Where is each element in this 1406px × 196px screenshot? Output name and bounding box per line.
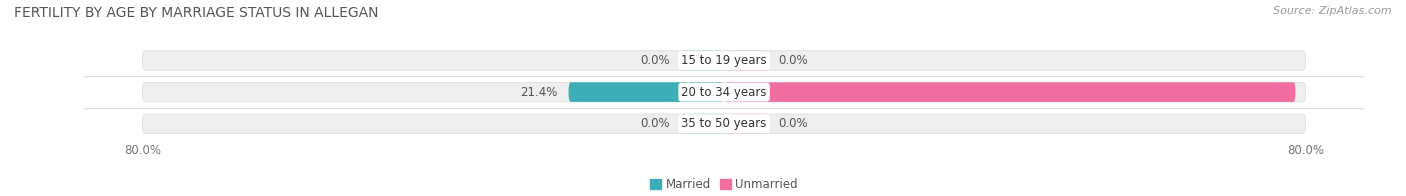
- FancyBboxPatch shape: [142, 114, 1306, 133]
- FancyBboxPatch shape: [681, 114, 724, 133]
- Text: 0.0%: 0.0%: [640, 117, 669, 130]
- FancyBboxPatch shape: [724, 51, 768, 70]
- Text: 15 to 19 years: 15 to 19 years: [682, 54, 766, 67]
- FancyBboxPatch shape: [142, 82, 1306, 102]
- Text: Source: ZipAtlas.com: Source: ZipAtlas.com: [1274, 6, 1392, 16]
- Text: FERTILITY BY AGE BY MARRIAGE STATUS IN ALLEGAN: FERTILITY BY AGE BY MARRIAGE STATUS IN A…: [14, 6, 378, 20]
- Text: 0.0%: 0.0%: [779, 117, 808, 130]
- FancyBboxPatch shape: [724, 114, 768, 133]
- FancyBboxPatch shape: [568, 82, 724, 102]
- Text: 78.6%: 78.6%: [1306, 86, 1347, 99]
- Text: 0.0%: 0.0%: [640, 54, 669, 67]
- FancyBboxPatch shape: [142, 51, 1306, 70]
- FancyBboxPatch shape: [681, 51, 724, 70]
- Legend: Married, Unmarried: Married, Unmarried: [645, 173, 803, 196]
- Text: 21.4%: 21.4%: [520, 86, 558, 99]
- Text: 20 to 34 years: 20 to 34 years: [682, 86, 766, 99]
- Text: 0.0%: 0.0%: [779, 54, 808, 67]
- Text: 35 to 50 years: 35 to 50 years: [682, 117, 766, 130]
- FancyBboxPatch shape: [724, 82, 1295, 102]
